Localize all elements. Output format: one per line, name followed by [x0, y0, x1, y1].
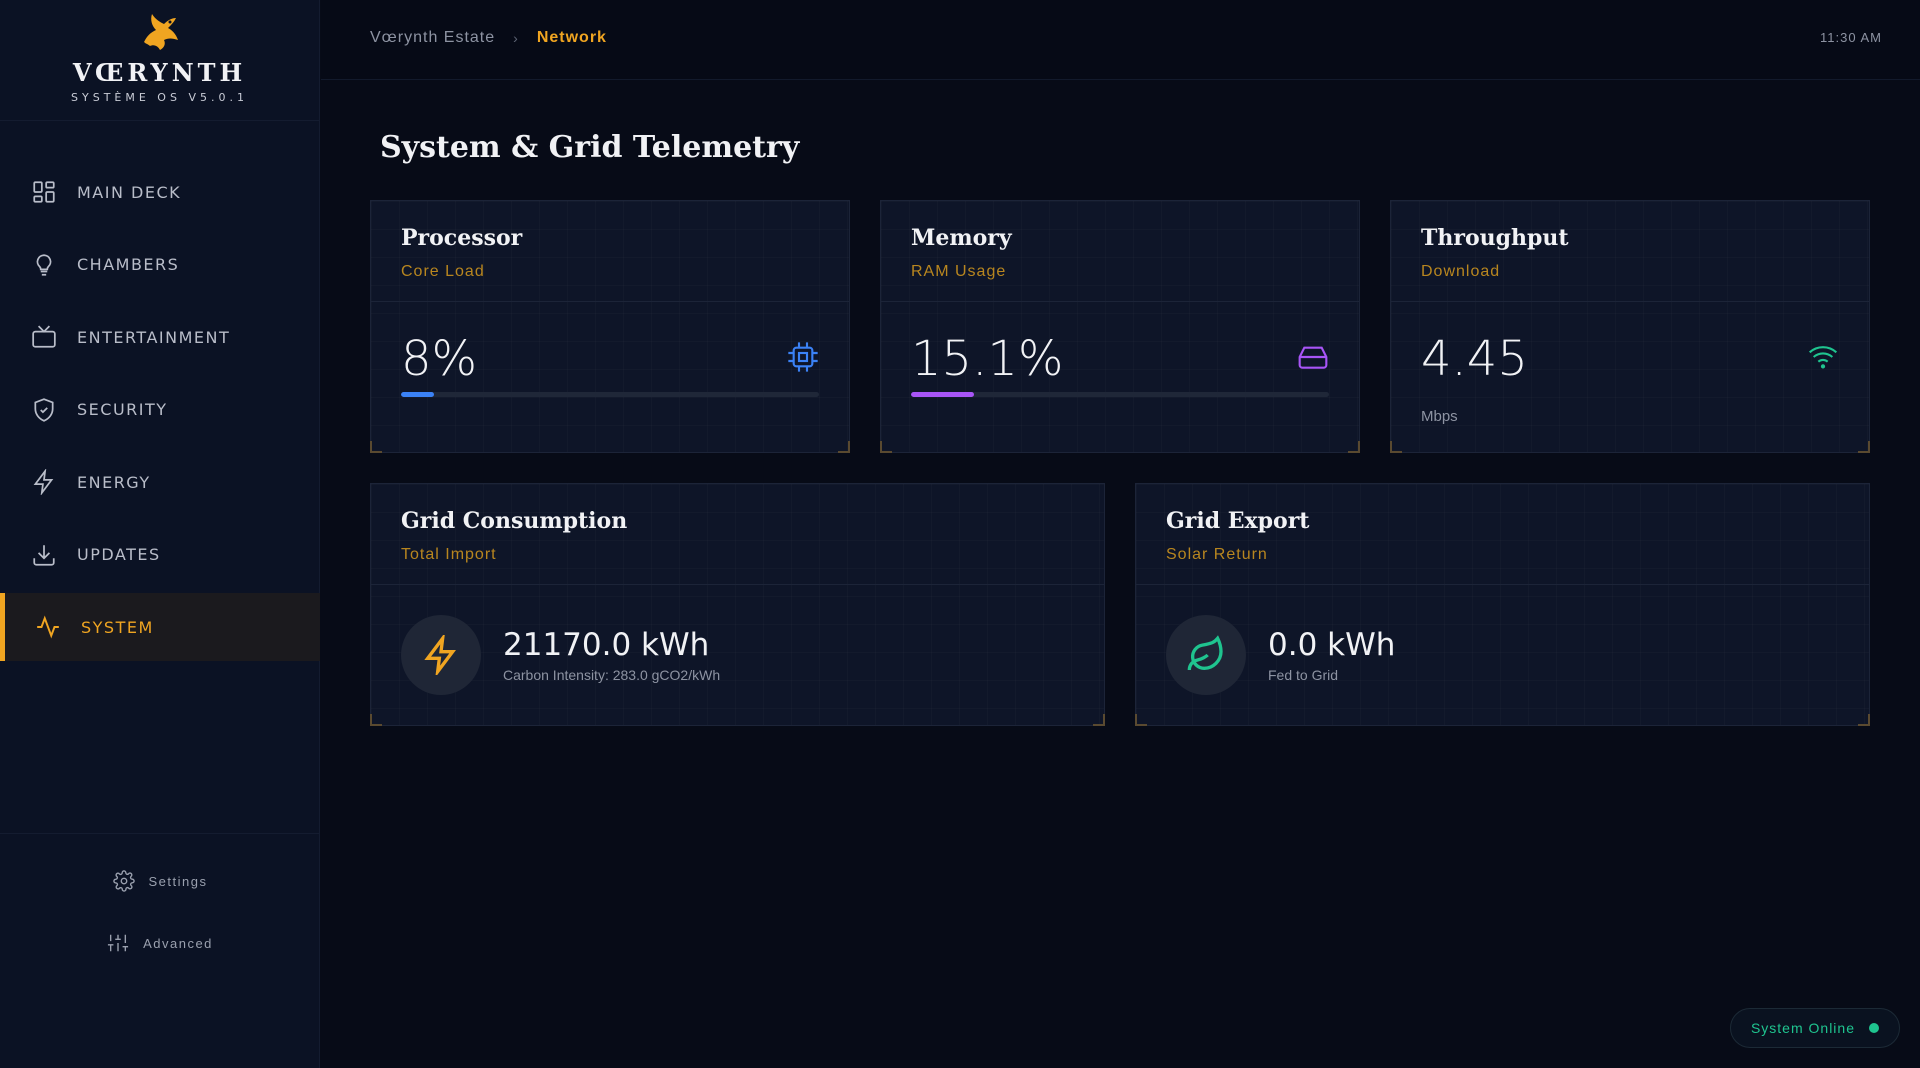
sidebar-item-security[interactable]: SECURITY [0, 376, 320, 444]
grid-consumption-value: 21170.0 kWh [503, 627, 710, 663]
bolt-icon [424, 635, 456, 675]
sidebar-item-label: SYSTEM [81, 617, 154, 637]
memory-value: 15.1% [911, 331, 1064, 387]
brand-version: SYSTÈME OS V5.0.1 [71, 91, 248, 104]
processor-card: Processor Core Load 8% [370, 200, 850, 453]
brand: VŒRYNTH SYSTÈME OS V5.0.1 [0, 0, 319, 121]
drive-icon [1297, 341, 1329, 373]
card-title: Grid Export [1166, 508, 1310, 534]
grid-icon [31, 179, 57, 205]
sidebar-item-entertainment[interactable]: ENTERTAINMENT [0, 303, 320, 371]
chevron-right-icon: › [513, 30, 519, 46]
sidebar-item-chambers[interactable]: CHAMBERS [0, 231, 320, 299]
griffin-icon [143, 14, 178, 50]
advanced-link[interactable]: Advanced [0, 926, 320, 960]
sidebar-nav: MAIN DECK CHAMBERS ENTERTAINMENT SECURIT… [0, 158, 320, 666]
clock: 11:30 AM [1820, 30, 1882, 45]
sidebar-item-label: ENTERTAINMENT [77, 327, 231, 347]
gear-icon [112, 870, 135, 892]
brand-name: VŒRYNTH [72, 58, 247, 87]
card-header: Grid Export Solar Return [1136, 484, 1869, 585]
bolt-icon [31, 469, 57, 495]
wifi-icon [1807, 341, 1839, 373]
breadcrumb-current: Network [536, 29, 607, 46]
card-header: Processor Core Load [371, 201, 849, 302]
memory-progress-fill [911, 392, 975, 397]
card-subtitle: Total Import [401, 546, 497, 563]
download-icon [31, 542, 57, 568]
settings-link[interactable]: Settings [0, 864, 320, 898]
lightbulb-icon [31, 252, 57, 278]
status-dot [1869, 1023, 1879, 1033]
sliders-icon [107, 934, 129, 952]
sidebar: VŒRYNTH SYSTÈME OS V5.0.1 MAIN DECK CHAM… [0, 0, 320, 1068]
tv-icon [31, 324, 57, 350]
breadcrumb-home[interactable]: Vœrynth Estate [370, 29, 496, 46]
breadcrumb: Vœrynth Estate › Network [370, 29, 607, 47]
memory-progress [911, 392, 1329, 397]
card-title: Grid Consumption [401, 508, 628, 534]
grid-export-body: 0.0 kWh Fed to Grid [1166, 615, 1395, 695]
sidebar-item-label: ENERGY [77, 472, 151, 492]
status-label: System Online [1750, 1020, 1855, 1036]
sidebar-footer: Settings Advanced [0, 833, 320, 988]
grid-consumption-card: Grid Consumption Total Import 21170.0 kW… [370, 483, 1105, 726]
sidebar-item-system[interactable]: SYSTEM [0, 593, 320, 661]
card-subtitle: Download [1421, 263, 1501, 280]
sidebar-item-main-deck[interactable]: MAIN DECK [0, 158, 320, 226]
grid-export-card: Grid Export Solar Return 0.0 kWh Fed to … [1135, 483, 1870, 726]
icon-circle [401, 615, 481, 695]
memory-card: Memory RAM Usage 15.1% [880, 200, 1360, 453]
shield-icon [31, 397, 57, 423]
card-subtitle: Core Load [401, 263, 485, 280]
card-subtitle: Solar Return [1166, 546, 1268, 563]
pulse-icon [35, 614, 61, 640]
sidebar-item-label: SECURITY [77, 400, 168, 419]
carbon-intensity: Carbon Intensity: 283.0 gCO2/kWh [503, 667, 721, 683]
processor-progress [401, 392, 819, 397]
processor-value: 8% [401, 331, 478, 387]
sidebar-item-updates[interactable]: UPDATES [0, 521, 320, 589]
top-bar: Vœrynth Estate › Network 11:30 AM [321, 0, 1920, 80]
throughput-unit: Mbps [1421, 408, 1458, 425]
processor-progress-fill [401, 392, 435, 397]
settings-label: Settings [148, 873, 208, 889]
fed-to-grid: Fed to Grid [1268, 667, 1339, 683]
card-header: Throughput Download [1391, 201, 1869, 302]
grid-consumption-body: 21170.0 kWh Carbon Intensity: 283.0 gCO2… [401, 615, 720, 695]
card-subtitle: RAM Usage [911, 263, 1007, 280]
throughput-card: Throughput Download 4.45 Mbps [1390, 200, 1870, 453]
throughput-value: 4.45 [1421, 331, 1528, 387]
sidebar-item-label: MAIN DECK [77, 182, 182, 202]
sidebar-item-energy[interactable]: ENERGY [0, 448, 320, 516]
advanced-label: Advanced [143, 935, 213, 951]
sidebar-item-label: CHAMBERS [77, 255, 180, 274]
leaf-icon [1187, 635, 1223, 671]
sidebar-item-label: UPDATES [77, 545, 161, 564]
card-title: Processor [401, 225, 523, 251]
icon-circle [1166, 615, 1246, 695]
card-header: Memory RAM Usage [881, 201, 1359, 302]
card-header: Grid Consumption Total Import [371, 484, 1104, 585]
status-badge: System Online [1729, 1008, 1900, 1048]
card-title: Memory [911, 225, 1012, 251]
card-title: Throughput [1421, 225, 1569, 251]
grid-export-value: 0.0 kWh [1268, 627, 1396, 663]
page-title: System & Grid Telemetry [380, 130, 800, 165]
cpu-icon [787, 341, 819, 373]
